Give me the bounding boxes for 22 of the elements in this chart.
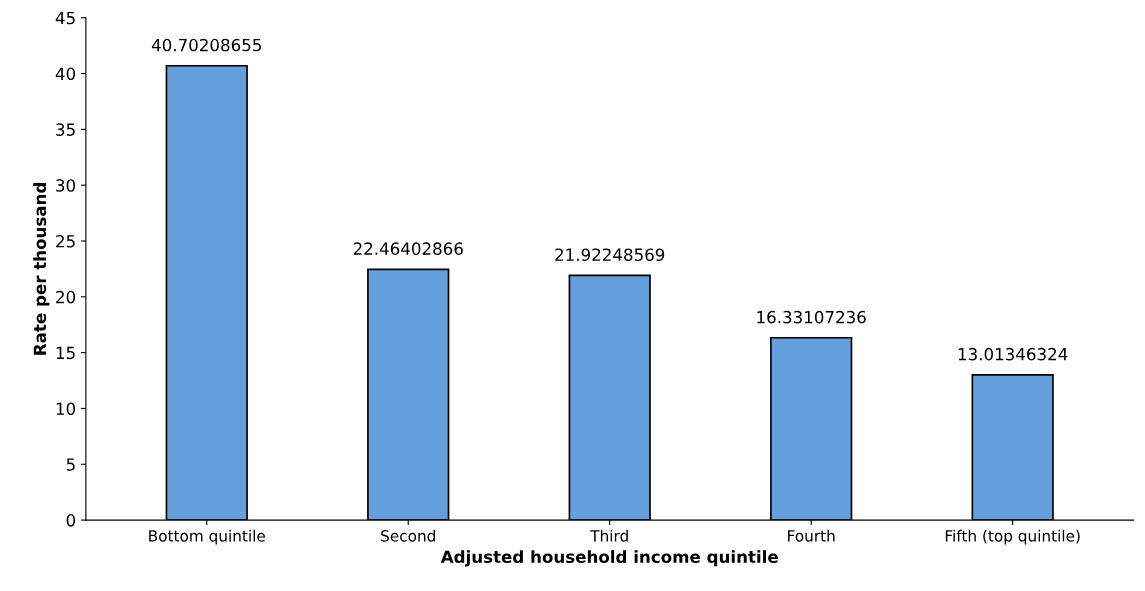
y-tick-label: 30 bbox=[56, 179, 76, 192]
x-tick-label: Fourth bbox=[788, 529, 835, 542]
data-label: 40.70208655 bbox=[151, 38, 261, 52]
x-axis-title: Adjusted household income quintile bbox=[440, 550, 778, 567]
y-tick-label: 35 bbox=[56, 123, 75, 136]
data-label: 16.33107236 bbox=[757, 310, 866, 324]
y-axis-title: Rate per thousand bbox=[33, 183, 50, 355]
data-label: 13.01346324 bbox=[958, 347, 1068, 361]
x-tick-label: Bottom quintile bbox=[149, 529, 265, 545]
data-label: 21.92248569 bbox=[555, 248, 665, 262]
y-tick-label: 10 bbox=[56, 402, 76, 416]
y-tick-label: 0 bbox=[66, 514, 76, 527]
y-tick-label: 45 bbox=[55, 11, 75, 25]
x-tick-label: Second bbox=[381, 529, 435, 542]
y-tick-label: 5 bbox=[66, 458, 75, 471]
y-tick-label: 20 bbox=[56, 290, 76, 304]
y-tick-label: 15 bbox=[56, 346, 75, 360]
data-label: 22.46402866 bbox=[353, 242, 463, 255]
x-tick-label: Third bbox=[590, 529, 628, 542]
y-tick-label: 25 bbox=[56, 234, 75, 248]
y-tick-label: 40 bbox=[55, 67, 76, 81]
x-tick-label: Fifth (top quintile) bbox=[945, 529, 1080, 545]
